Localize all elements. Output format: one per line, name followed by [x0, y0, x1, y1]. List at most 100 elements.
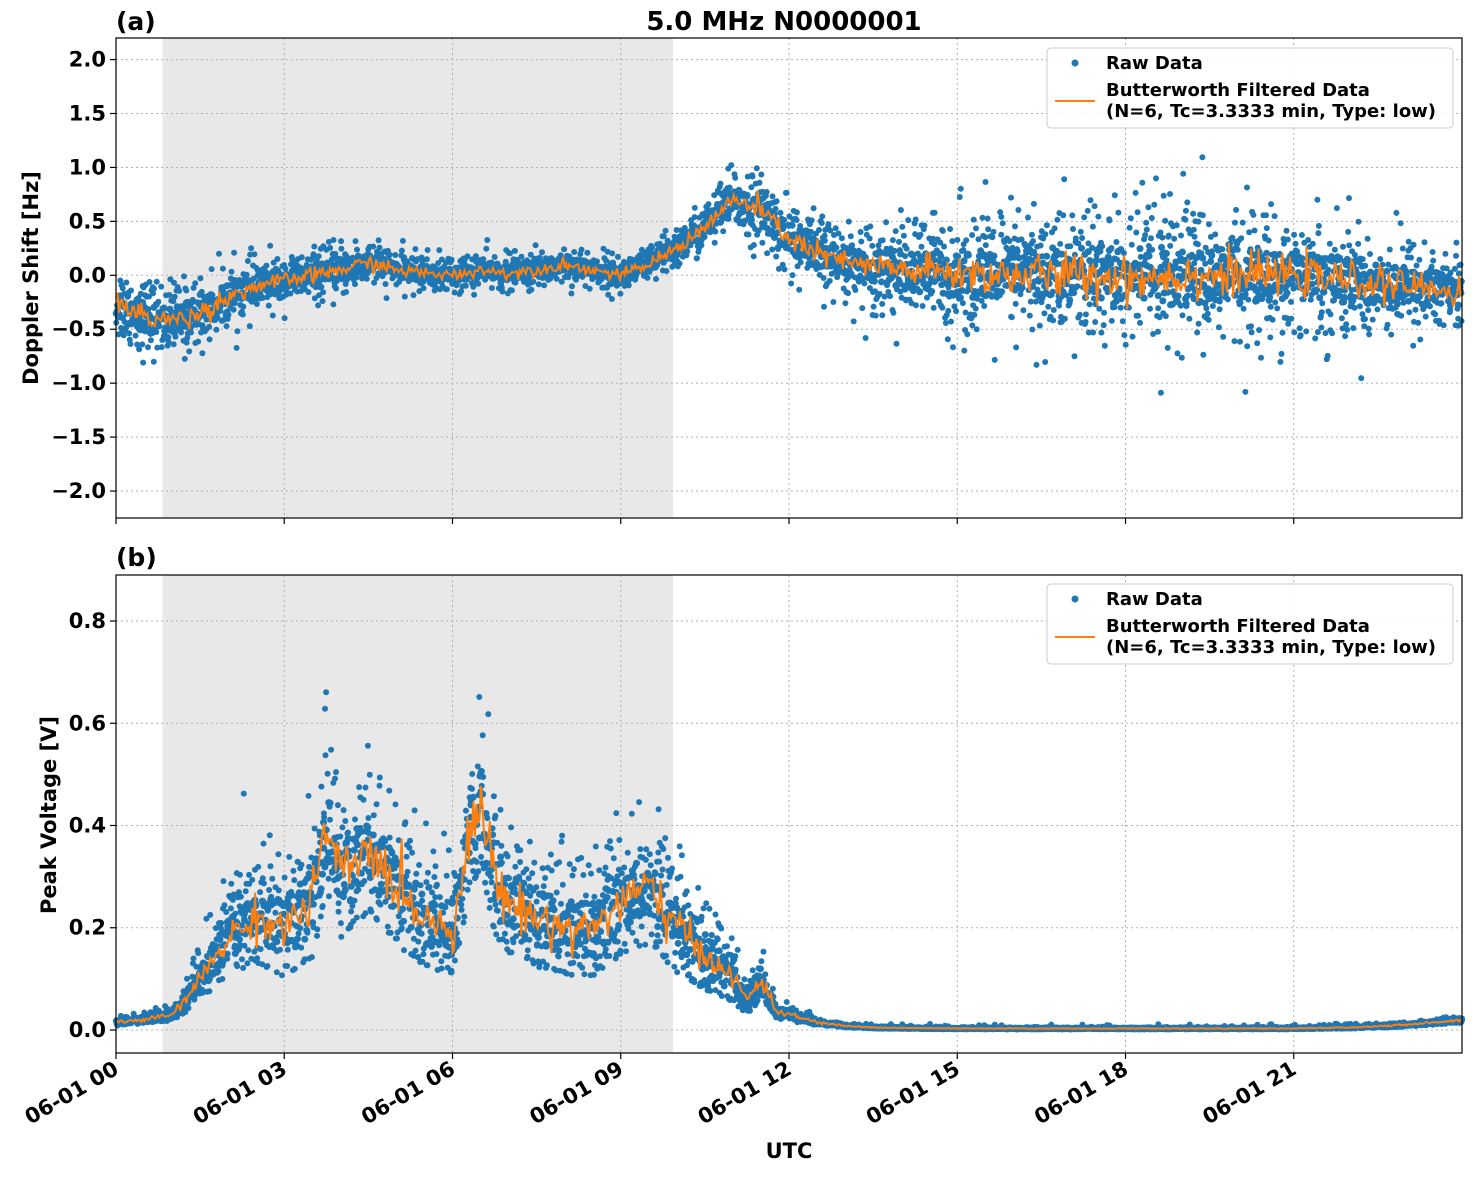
raw-point [1366, 326, 1372, 332]
raw-point [1088, 197, 1094, 203]
raw-point [1442, 251, 1448, 257]
raw-point [421, 285, 427, 291]
raw-point [427, 884, 433, 890]
raw-point [969, 232, 975, 238]
y-tick-label: 0.5 [69, 209, 106, 233]
raw-point [944, 290, 951, 297]
raw-point [254, 301, 260, 307]
raw-point [1042, 359, 1048, 365]
raw-point [1212, 231, 1218, 237]
raw-point [1206, 317, 1212, 323]
raw-point [512, 248, 518, 254]
raw-point [609, 296, 615, 302]
raw-point [1195, 219, 1201, 225]
raw-point [845, 290, 851, 296]
raw-point [517, 859, 523, 865]
raw-point [1158, 230, 1164, 236]
raw-point [223, 909, 229, 915]
raw-point [171, 329, 178, 336]
raw-point [1015, 207, 1021, 213]
raw-point [960, 300, 966, 306]
raw-point [1299, 255, 1306, 262]
raw-point [539, 249, 545, 255]
raw-point [1308, 297, 1314, 303]
raw-point [1167, 191, 1173, 197]
raw-point [498, 843, 504, 849]
raw-point [1013, 301, 1019, 307]
raw-point [1269, 288, 1276, 295]
raw-point [226, 312, 232, 318]
raw-point [1456, 271, 1462, 277]
raw-point [1367, 269, 1374, 276]
raw-point [219, 976, 225, 982]
raw-point [873, 313, 879, 319]
raw-point [896, 279, 903, 286]
raw-point [267, 243, 273, 249]
raw-point [1182, 217, 1188, 223]
raw-point [814, 261, 821, 268]
raw-point [213, 327, 219, 333]
raw-point [1175, 350, 1181, 356]
raw-point [1027, 313, 1033, 319]
raw-point [1083, 319, 1089, 325]
raw-point [615, 254, 621, 260]
raw-point [1233, 207, 1239, 213]
raw-point [580, 872, 586, 878]
raw-point [318, 284, 324, 290]
raw-point [342, 818, 348, 824]
y-tick-label: −1.0 [51, 371, 106, 395]
raw-point [377, 902, 383, 908]
raw-point [867, 223, 873, 229]
raw-point [1044, 222, 1050, 228]
raw-point [505, 853, 511, 859]
raw-point [287, 291, 293, 297]
raw-point [482, 880, 488, 886]
raw-point [385, 924, 391, 930]
raw-point [1232, 220, 1238, 226]
raw-point [732, 175, 738, 181]
raw-point [492, 813, 498, 819]
raw-point [1090, 224, 1096, 230]
raw-point [1365, 307, 1371, 313]
raw-point [1149, 215, 1155, 221]
raw-point [1128, 215, 1134, 221]
raw-point [306, 793, 312, 799]
raw-point [218, 920, 224, 926]
raw-point [228, 905, 234, 911]
raw-point [316, 278, 323, 285]
raw-point [1242, 389, 1248, 395]
raw-point [554, 890, 560, 896]
raw-point [979, 298, 985, 304]
raw-point [819, 220, 825, 226]
raw-point [1430, 258, 1436, 264]
raw-point [1092, 319, 1098, 325]
raw-point [1086, 257, 1093, 264]
raw-point [918, 232, 924, 238]
raw-point [269, 876, 275, 882]
raw-point [1148, 235, 1154, 241]
raw-point [449, 257, 455, 263]
raw-point [436, 247, 442, 253]
raw-point [325, 771, 331, 777]
raw-point [1180, 171, 1186, 177]
raw-point [569, 972, 575, 978]
raw-point [983, 242, 989, 248]
raw-point [509, 949, 515, 955]
raw-point [338, 934, 344, 940]
raw-point [1121, 332, 1127, 338]
raw-point [542, 875, 548, 881]
raw-point [712, 229, 718, 235]
raw-point [789, 222, 796, 229]
raw-point [898, 207, 904, 213]
raw-point [893, 228, 899, 234]
raw-point [1285, 321, 1291, 327]
raw-point [251, 251, 257, 257]
raw-point [485, 711, 491, 717]
raw-point [1113, 239, 1119, 245]
raw-point [1359, 263, 1366, 270]
raw-point [965, 251, 972, 258]
raw-point [352, 281, 358, 287]
raw-point [1277, 359, 1283, 365]
raw-point [197, 275, 203, 281]
raw-point [822, 238, 828, 244]
